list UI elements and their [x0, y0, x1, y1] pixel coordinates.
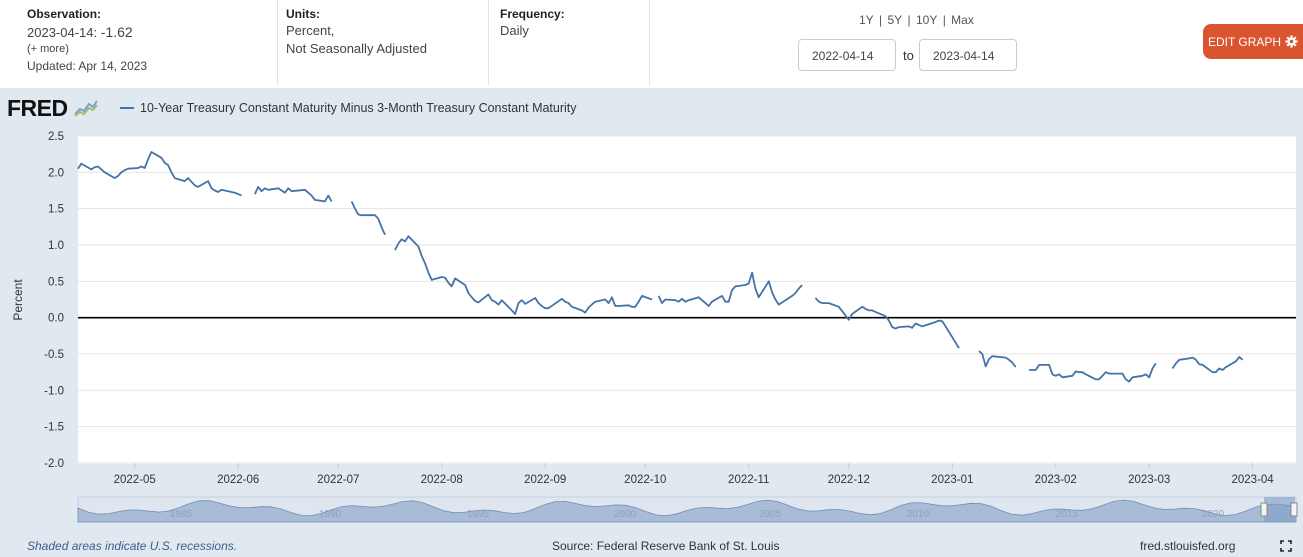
gear-icon [1285, 35, 1298, 48]
range-1y[interactable]: 1Y [859, 13, 874, 27]
observation-panel: Observation: 2023-04-14: -1.62 (+ more) … [27, 0, 278, 86]
fred-logo[interactable]: FRED [7, 95, 98, 122]
site-link[interactable]: fred.stlouisfed.org [1140, 539, 1236, 553]
range-10y[interactable]: 10Y [916, 13, 938, 27]
header-bar: Observation: 2023-04-14: -1.62 (+ more) … [0, 0, 1303, 88]
chart-panel [0, 88, 1303, 557]
range-selector: 1Y | 5Y | 10Y | Max [859, 13, 974, 27]
frequency-label: Frequency: [500, 7, 565, 21]
units-label: Units: [286, 7, 320, 21]
units-line-2: Not Seasonally Adjusted [286, 41, 427, 56]
fullscreen-icon[interactable] [1280, 540, 1292, 552]
observation-label: Observation: [27, 7, 102, 21]
units-line-1: Percent, [286, 23, 335, 38]
frequency-panel: Frequency: Daily [489, 0, 650, 86]
updated-date: Updated: Apr 14, 2023 [27, 59, 148, 73]
end-date-input[interactable]: 2023-04-14 [919, 39, 1017, 71]
observation-value: -1.62 [100, 24, 133, 40]
start-date-input[interactable]: 2022-04-14 [798, 39, 896, 71]
to-label: to [903, 48, 914, 63]
chart-legend[interactable]: 10-Year Treasury Constant Maturity Minus… [120, 101, 577, 115]
legend-series-name: 10-Year Treasury Constant Maturity Minus… [140, 101, 577, 115]
range-5y[interactable]: 5Y [887, 13, 903, 27]
edit-graph-button[interactable]: EDIT GRAPH [1203, 24, 1303, 59]
recession-note: Shaded areas indicate U.S. recessions. [27, 539, 238, 553]
range-max[interactable]: Max [951, 13, 974, 27]
legend-swatch [120, 107, 134, 109]
more-link[interactable]: (+ more) [27, 43, 69, 55]
units-panel: Units: Percent, Not Seasonally Adjusted [277, 0, 489, 86]
frequency-value: Daily [500, 23, 529, 38]
fred-logo-text: FRED [7, 95, 68, 121]
edit-graph-label: EDIT GRAPH [1207, 34, 1282, 49]
line-chart-icon [73, 99, 98, 117]
source-text[interactable]: Source: Federal Reserve Bank of St. Loui… [552, 539, 780, 553]
observation-date: 2023-04-14: [27, 25, 98, 40]
